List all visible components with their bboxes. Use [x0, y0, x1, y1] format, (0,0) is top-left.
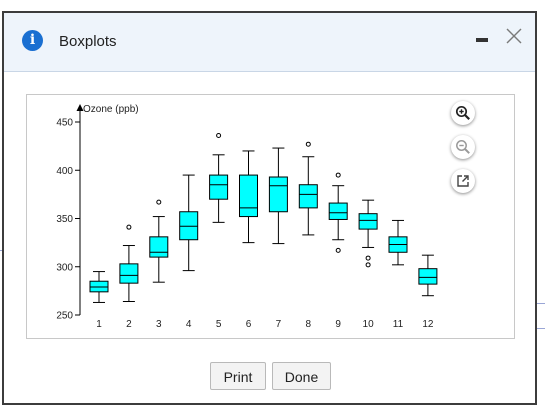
dialog-title: Boxplots	[59, 33, 117, 50]
x-tick-label: 8	[306, 319, 312, 330]
box	[418, 268, 438, 285]
y-tick-label: 400	[56, 166, 73, 177]
outlier-point	[156, 199, 162, 205]
x-tick-label: 7	[276, 319, 282, 330]
y-axis-arrow	[76, 104, 84, 111]
x-tick-label: 11	[393, 319, 404, 330]
y-tick-label: 300	[56, 262, 73, 273]
x-tick-label: 3	[156, 319, 162, 330]
y-axis-label: Ozone (ppb)	[83, 104, 139, 115]
done-button[interactable]: Done	[272, 362, 331, 390]
background-line	[536, 328, 545, 329]
box	[328, 202, 348, 220]
x-tick-label: 6	[246, 319, 252, 330]
popout-button[interactable]	[451, 169, 475, 193]
outlier-point	[335, 247, 341, 253]
minimize-button[interactable]	[474, 32, 490, 46]
y-tick-label: 450	[56, 118, 73, 129]
zoom-out-icon	[456, 140, 470, 154]
x-tick-label: 4	[186, 319, 192, 330]
box	[298, 184, 318, 209]
y-tick-label: 250	[56, 311, 73, 322]
plot-area: Ozone (ppb) 250 300 350 400 450 1 2 3 4 5 6 7 8 9 10 11 1…	[26, 94, 515, 339]
background-line	[536, 303, 545, 304]
box	[358, 213, 378, 230]
minimize-icon	[476, 38, 488, 42]
zoom-in-icon	[455, 105, 470, 120]
x-tick-label: 1	[96, 319, 102, 330]
box	[149, 236, 169, 258]
outlier-point	[126, 224, 132, 230]
x-tick-label: 12	[422, 319, 434, 330]
boxplots-dialog: i Boxplots Ozone (ppb) 250 300 350 400 450 1 2 3…	[2, 11, 537, 405]
outlier-point	[305, 141, 311, 147]
dialog-header: i Boxplots	[4, 13, 535, 72]
x-tick-label: 9	[335, 319, 341, 330]
outlier-point	[365, 262, 371, 268]
zoom-in-button[interactable]	[451, 101, 475, 125]
x-tick-label: 2	[126, 319, 132, 330]
close-icon	[506, 28, 522, 44]
info-icon: i	[22, 30, 43, 51]
box	[268, 176, 288, 213]
outlier-point	[216, 133, 222, 139]
box	[239, 174, 258, 218]
close-button[interactable]	[504, 26, 524, 46]
outlier-point	[365, 255, 371, 261]
box	[209, 174, 229, 200]
y-tick-label: 350	[56, 214, 73, 225]
x-tick-label: 5	[216, 319, 222, 330]
popout-icon	[457, 175, 469, 187]
print-button[interactable]: Print	[210, 362, 266, 390]
outlier-point	[335, 172, 341, 178]
zoom-out-button[interactable]	[451, 135, 475, 159]
x-tick-label: 10	[363, 319, 375, 330]
box	[119, 263, 139, 284]
